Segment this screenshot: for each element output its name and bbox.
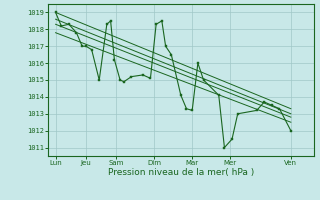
X-axis label: Pression niveau de la mer( hPa ): Pression niveau de la mer( hPa ): [108, 168, 254, 177]
